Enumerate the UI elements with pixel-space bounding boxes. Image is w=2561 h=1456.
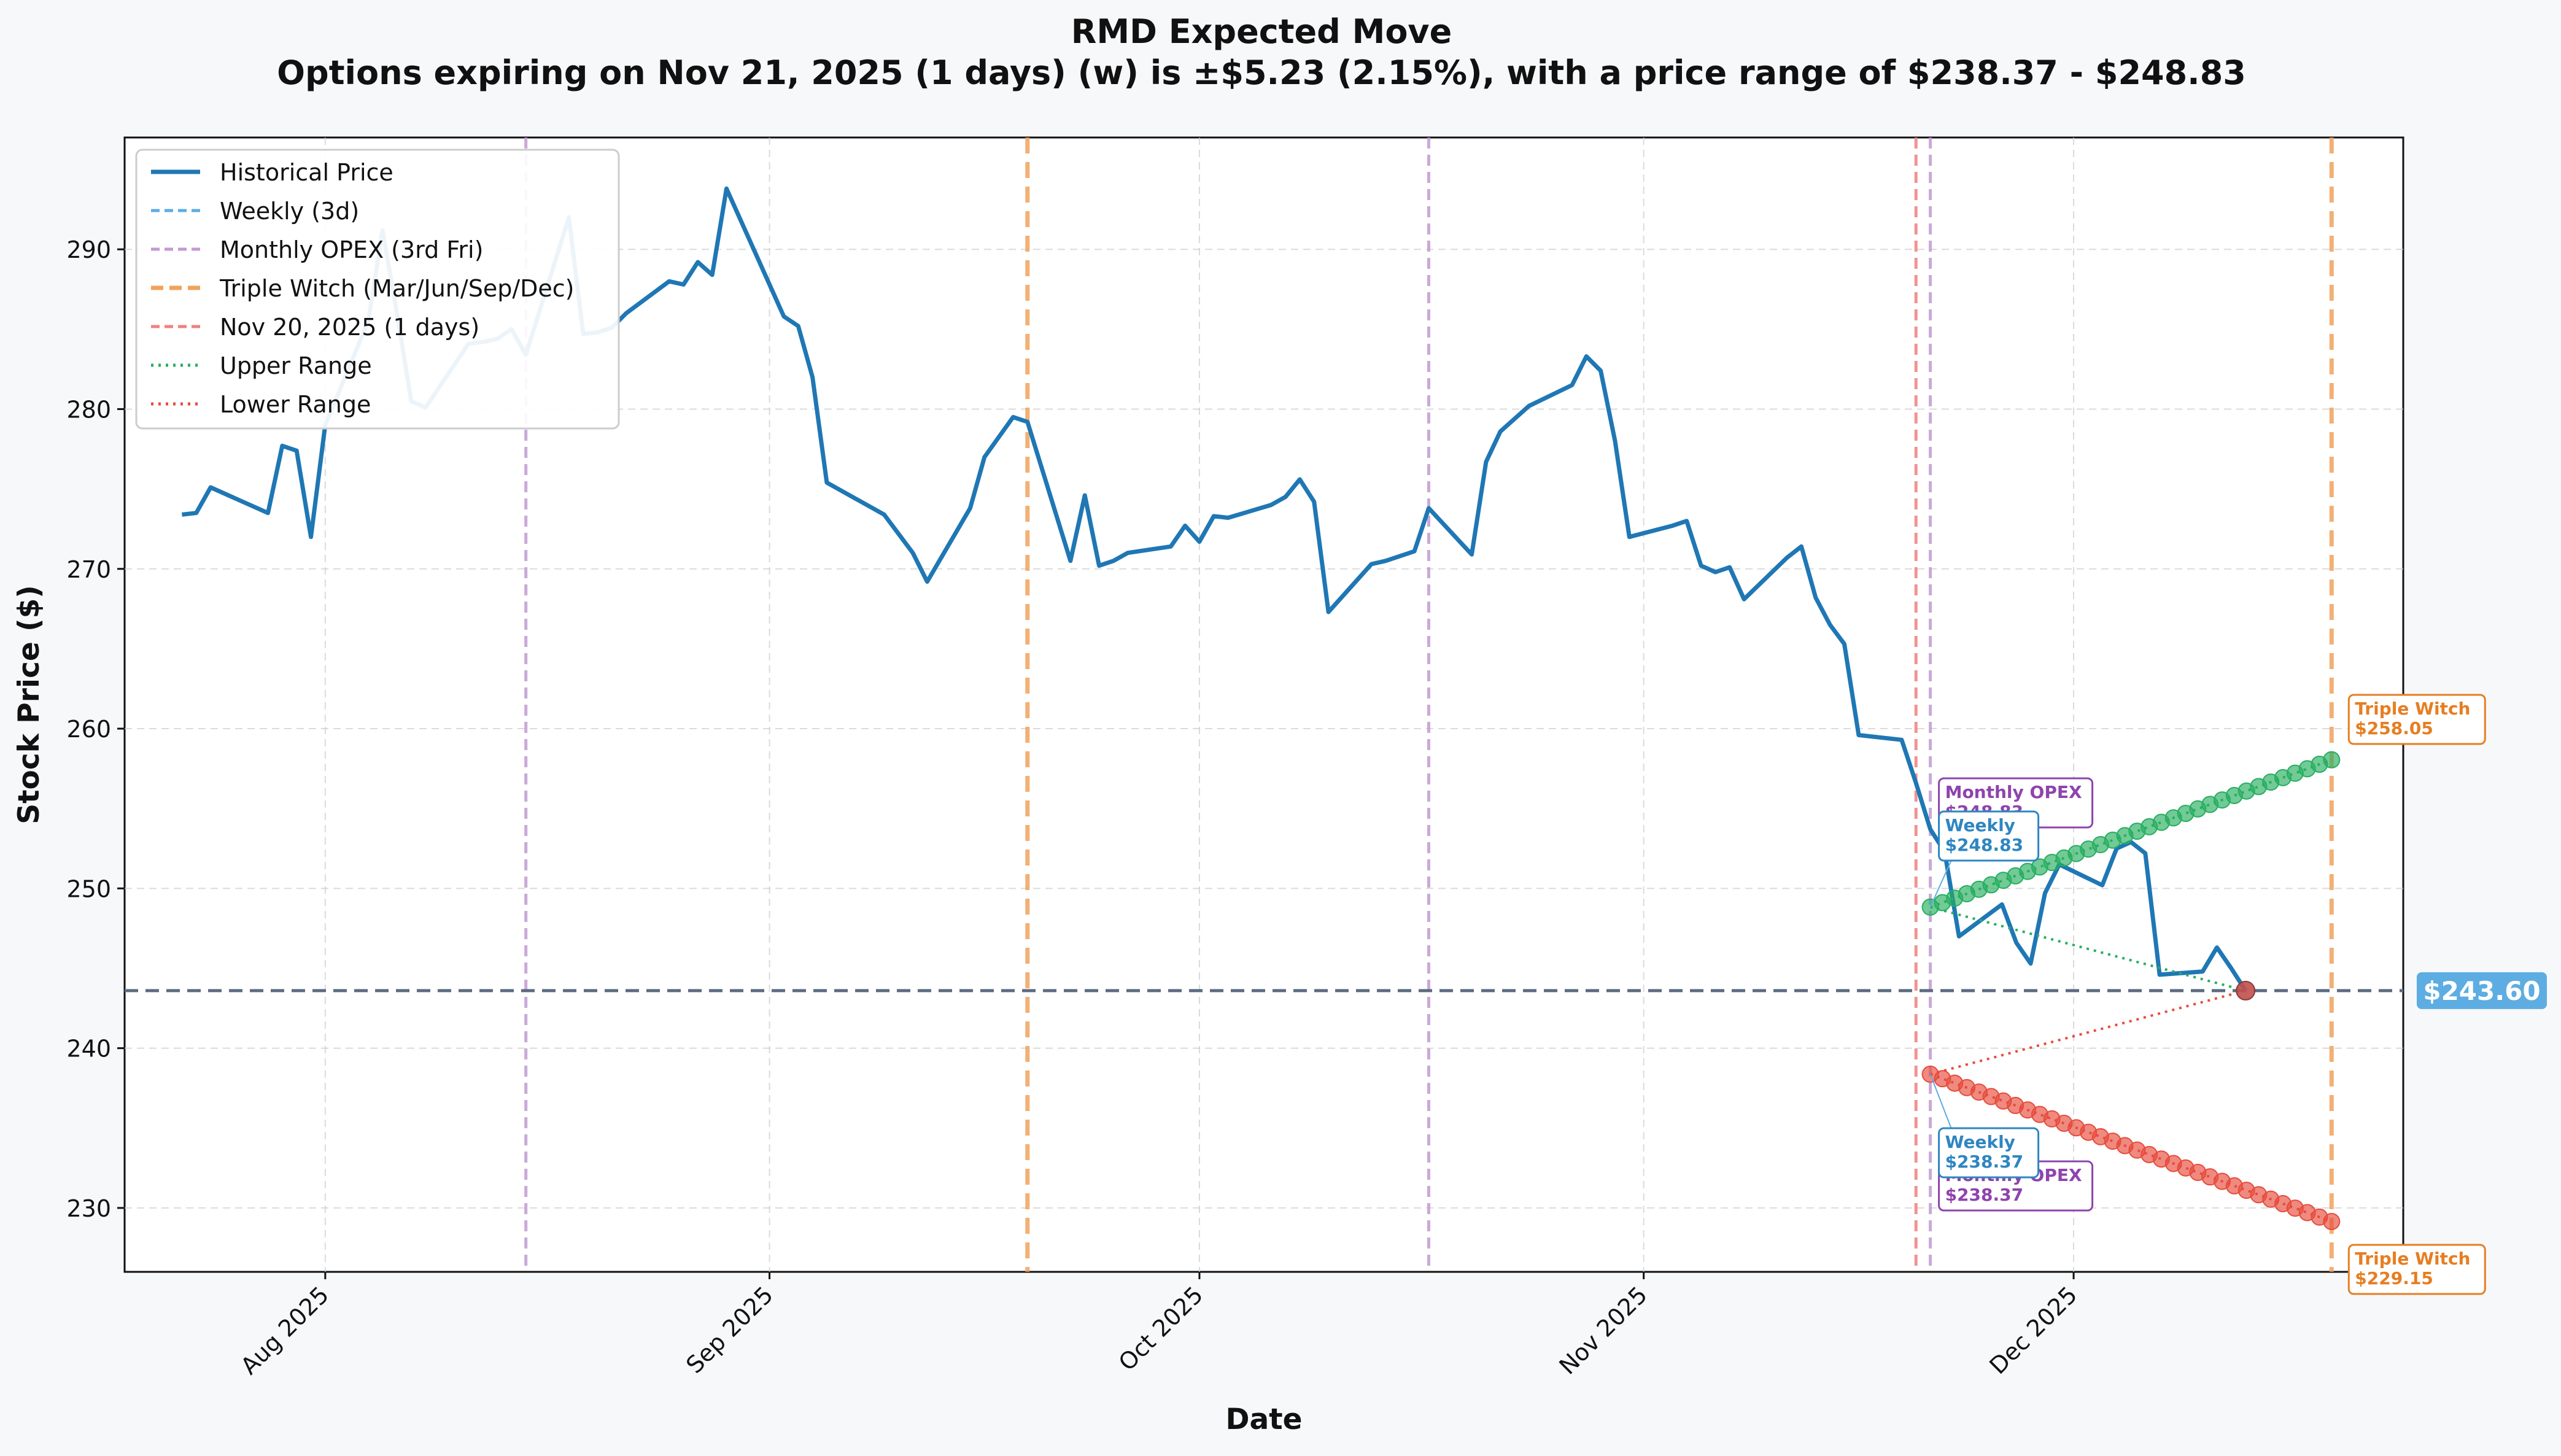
- upper-range-series: [1921, 751, 2341, 992]
- current-price-badge: [2417, 972, 2547, 1009]
- y-tick-label: 290: [66, 236, 111, 263]
- legend: Historical Price Weekly (3d) Monthly OPEX …: [135, 149, 620, 430]
- lower-range-series: [1921, 989, 2341, 1231]
- y-axis-label: Stock Price ($): [12, 585, 46, 824]
- x-tick-label: Dec 2025: [1984, 1281, 2082, 1379]
- legend-item: Weekly (3d): [151, 198, 359, 225]
- weekly-upper-leader: [1929, 860, 1952, 908]
- y-tick-label: 250: [66, 875, 111, 902]
- x-tick-label: Aug 2025: [236, 1281, 335, 1380]
- y-tick-label: 270: [66, 556, 111, 583]
- y-tick-label: 240: [66, 1036, 111, 1063]
- y-tick-label: 230: [66, 1195, 111, 1222]
- triple-witch-lower-annotation-value: $229.15: [2355, 1268, 2433, 1288]
- triple-witch-upper-annotation: Triple Witch$258.05: [2347, 694, 2486, 745]
- legend-item: Triple Witch (Mar/Jun/Sep/Dec): [151, 275, 574, 302]
- lower-range-point: [2323, 1213, 2341, 1231]
- weekly-lower-annotation: Weekly$238.37: [1938, 1127, 2040, 1179]
- triple-witch-lower-annotation: Triple Witch$229.15: [2347, 1244, 2486, 1295]
- legend-item: Lower Range: [151, 391, 371, 418]
- legend-label: Weekly (3d): [220, 198, 359, 225]
- upper-range-point: [2323, 751, 2341, 769]
- x-axis-label: Date: [1225, 1403, 1302, 1436]
- triple-witch-lower-annotation-box: [2347, 1244, 2486, 1295]
- chart-title: RMD Expected Move: [1071, 12, 1452, 51]
- weekly-upper-annotation-box: [1938, 810, 2040, 862]
- current-price-label: $243.60: [2423, 976, 2540, 1006]
- legend-item: Nov 20, 2025 (1 days): [151, 314, 479, 341]
- monthly-opex-upper-annotation-title: Monthly OPEX: [1945, 782, 2082, 802]
- y-tick-label: 280: [66, 396, 111, 423]
- legend-label: Triple Witch (Mar/Jun/Sep/Dec): [219, 275, 574, 302]
- legend-label: Nov 20, 2025 (1 days): [220, 314, 479, 341]
- weekly-upper-annotation: Weekly$248.83: [1938, 810, 2040, 862]
- weekly-upper-annotation-value: $248.83: [1945, 835, 2024, 855]
- legend-item: Historical Price: [151, 159, 393, 186]
- upper-range-connector: [1930, 905, 2246, 992]
- legend-label: Lower Range: [220, 391, 371, 418]
- current-price-marker: [2236, 980, 2256, 1001]
- triple-witch-lower-annotation-title: Triple Witch: [2355, 1249, 2470, 1269]
- triple-witch-upper-annotation-title: Triple Witch: [2355, 699, 2470, 719]
- x-tick-label: Sep 2025: [681, 1281, 778, 1379]
- chart-subtitle: Options expiring on Nov 21, 2025 (1 days…: [277, 53, 2246, 92]
- monthly-opex-lower-annotation-value: $238.37: [1945, 1185, 2024, 1205]
- weekly-lower-leader: [1929, 1074, 1952, 1129]
- weekly-lower-annotation-title: Weekly: [1945, 1132, 2015, 1152]
- annotations: Monthly OPEX$248.83Weekly$248.83Monthly …: [1929, 694, 2486, 1295]
- x-tick-label: Oct 2025: [1114, 1281, 1209, 1376]
- weekly-upper-annotation-title: Weekly: [1945, 815, 2015, 835]
- legend-item: Upper Range: [151, 352, 372, 379]
- legend-label: Monthly OPEX (3rd Fri): [220, 236, 483, 263]
- weekly-lower-annotation-value: $238.37: [1945, 1152, 2024, 1172]
- weekly-lower-annotation-box: [1938, 1127, 2040, 1179]
- y-tick-label: 260: [66, 716, 111, 743]
- lower-range-connector: [1930, 989, 2246, 1075]
- triple-witch-upper-annotation-box: [2347, 694, 2486, 745]
- legend-item: Monthly OPEX (3rd Fri): [151, 236, 483, 263]
- triple-witch-upper-annotation-value: $258.05: [2355, 718, 2433, 738]
- series: [125, 186, 2403, 1231]
- legend-box: [135, 149, 620, 430]
- legend-label: Upper Range: [220, 352, 372, 379]
- legend-label: Historical Price: [220, 159, 393, 186]
- x-tick-label: Nov 2025: [1554, 1281, 1652, 1379]
